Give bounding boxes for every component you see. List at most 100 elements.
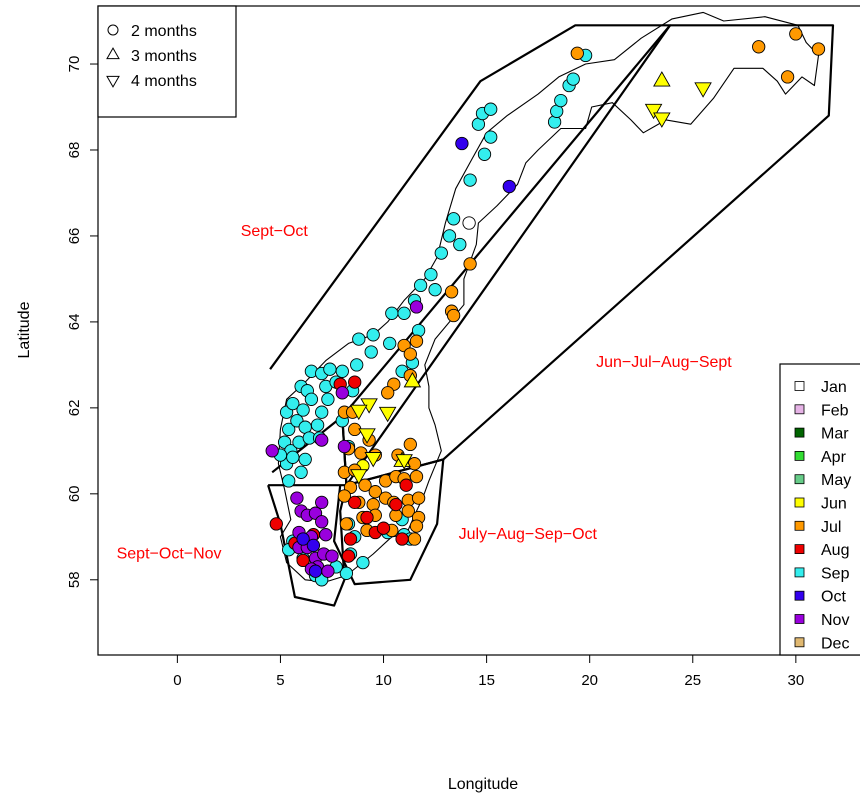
data-point-sep [383, 336, 397, 351]
data-point-aug [341, 549, 356, 563]
data-point-jun-triangle-down [350, 469, 368, 485]
data-point-sep [282, 422, 296, 437]
x-tick-label: 0 [173, 672, 181, 689]
y-tick-label: 62 [66, 400, 83, 417]
data-point-sep [310, 418, 325, 432]
data-point-sep [323, 362, 337, 376]
data-point-sep [453, 237, 467, 252]
region-label-1: Jun−Jul−Aug−Sept [596, 354, 732, 371]
month-legend-label: May [821, 472, 851, 489]
shape-legend-label: 2 months [131, 23, 197, 40]
data-point-sep [428, 283, 442, 297]
y-tick-label: 66 [66, 228, 83, 245]
x-tick-label: 10 [375, 672, 392, 689]
data-point-oct [296, 532, 310, 546]
plot-frame [97, 5, 860, 656]
legend-swatch-oct [794, 590, 805, 601]
data-point-jul [403, 437, 417, 452]
legend-swatch-nov [794, 614, 805, 624]
region-label-2: July−Aug−Sep−Oct [459, 526, 598, 543]
region-labels: Sept−Oct Jun−Jul−Aug−Sept July−Aug−Sep−Oct… [117, 223, 733, 562]
region-polygon-southeast [333, 458, 445, 586]
y-tick-label: 64 [66, 314, 83, 331]
month-legend-label: Apr [821, 449, 847, 466]
month-legend-label: Nov [821, 612, 849, 629]
data-point-jul [463, 257, 477, 271]
data-point-sep [477, 147, 492, 161]
data-point-aug [348, 495, 362, 510]
x-tick-label: 25 [684, 672, 701, 689]
data-point-jul [752, 40, 766, 54]
data-point-nov [315, 495, 329, 510]
x-tick-label: 30 [788, 672, 805, 689]
data-point-nov [335, 386, 349, 400]
legend-swatch-sep [794, 567, 805, 578]
data-point-sep [566, 72, 580, 86]
legend-swatch-aug [794, 544, 805, 554]
data-point-aug [376, 521, 391, 535]
data-point-sep [356, 555, 370, 570]
data-point-jul [789, 27, 803, 41]
data-point-jul [407, 457, 422, 471]
shape-legend-box [97, 5, 237, 118]
data-point-nov [315, 433, 329, 447]
data-point-sep [397, 306, 411, 320]
data-point-nov [319, 528, 333, 542]
x-tick-label: 5 [276, 672, 284, 689]
data-point-sep [304, 392, 319, 406]
data-point-sep [294, 465, 308, 479]
data-point-jun-triangle-down [364, 452, 382, 468]
data-point-jul [811, 42, 826, 56]
data-point-jun-triangle-down [694, 82, 712, 98]
data-point-jul [444, 285, 459, 299]
x-axis-label: Longitude [448, 776, 518, 793]
data-point-sep [424, 267, 438, 282]
month-legend-label: Aug [821, 542, 849, 559]
data-point-sep [286, 396, 300, 411]
month-legend-label: Sep [821, 565, 850, 582]
legend-triangle-up-icon [106, 47, 120, 60]
data-point-nov [265, 444, 279, 458]
data-point-jul [446, 308, 461, 323]
data-point-jul [358, 478, 372, 492]
axes: 0 5 10 15 20 25 30 58 60 62 64 66 68 70 [66, 56, 804, 689]
data-point-jul [337, 489, 352, 503]
month-legend-label: Feb [821, 402, 849, 419]
data-point-jul [403, 347, 417, 361]
x-tick-label: 20 [581, 672, 598, 689]
data-point-sep [366, 328, 380, 342]
data-point-oct [502, 179, 516, 194]
month-legend-label: Jan [821, 379, 847, 396]
month-legend-label: Mar [821, 426, 849, 443]
legend-swatch-jun [794, 497, 805, 508]
data-point-sep [413, 278, 428, 293]
data-point-jun-triangle-down [378, 406, 397, 423]
month-legend-label: Dec [821, 635, 849, 652]
data-point-sep [286, 450, 300, 464]
data-point-nov [337, 439, 352, 454]
y-tick-label: 70 [66, 56, 83, 73]
data-point-nov [325, 549, 339, 563]
data-point-jun-triangle-up [403, 371, 422, 388]
data-point-sep [296, 403, 310, 417]
data-point-aug [389, 497, 403, 512]
data-point-jul [780, 70, 795, 84]
data-point-sep [335, 364, 349, 378]
legend-swatch-jul [794, 520, 805, 531]
data-point-sep [411, 323, 426, 338]
data-point-sep [352, 332, 366, 346]
data-point-sep [463, 173, 477, 187]
data-point-jul [368, 485, 382, 499]
month-legend-box [779, 363, 860, 656]
data-point-sep [554, 93, 568, 108]
data-point-sep [547, 115, 562, 129]
month-legend: Jan Feb Mar Apr May Jun Jul Aug Sep Oct Nov Dec [779, 363, 860, 656]
data-point-jul [411, 491, 426, 505]
data-point-aug [395, 532, 409, 546]
data-point-sep [282, 474, 296, 488]
data-point-nov [409, 300, 424, 314]
y-axis-label: Latitude [16, 301, 33, 358]
legend-swatch-mar [794, 427, 805, 438]
data-point-jun-triangle-up [653, 71, 671, 87]
data-point-sep [339, 566, 354, 580]
